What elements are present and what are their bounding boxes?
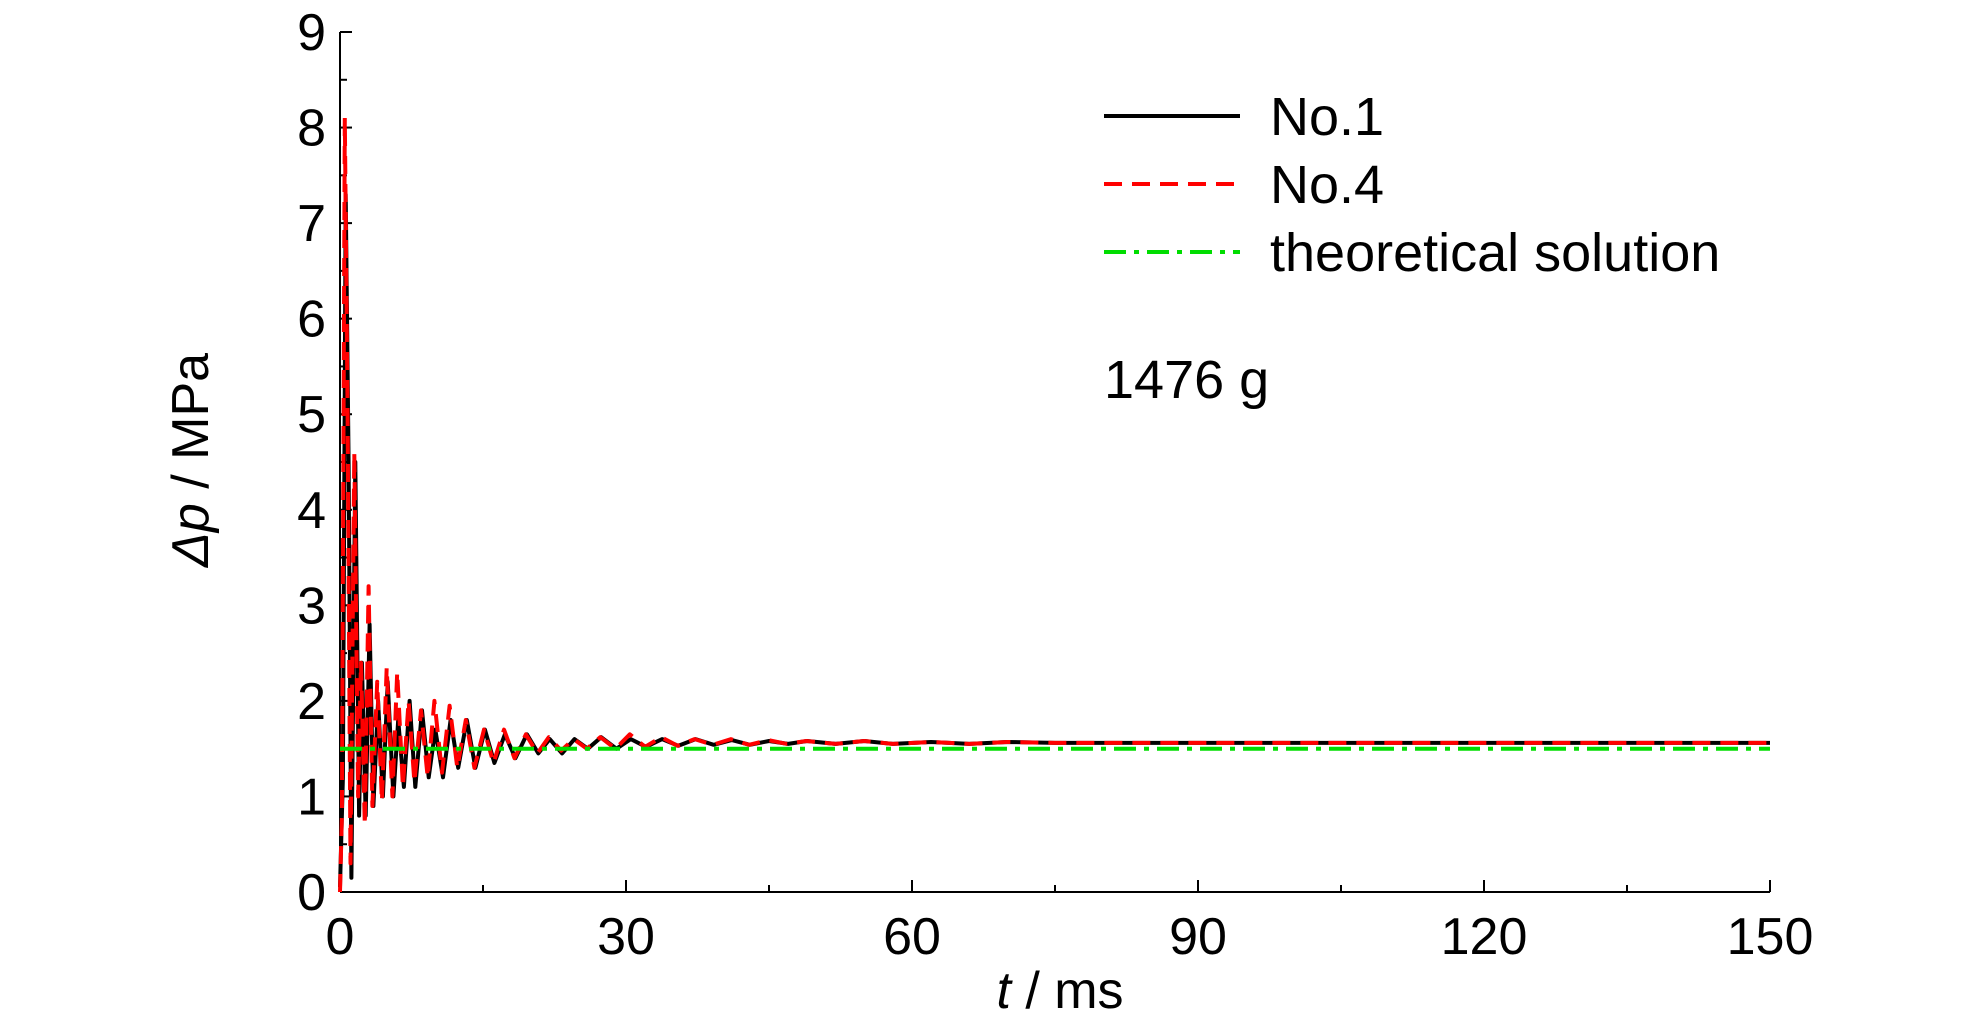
annotation-mass: 1476 g (1104, 350, 1269, 410)
y-axis-title: Δp / MPa (162, 353, 220, 569)
x-axis-title-unit: / ms (1011, 962, 1124, 1016)
x-tick-label: 0 (326, 908, 355, 966)
legend-label-2: No.4 (1270, 155, 1384, 215)
y-tick-label: 8 (297, 100, 326, 158)
x-axis-title: t / ms (996, 962, 1123, 1016)
x-tick-label: 120 (1441, 908, 1528, 966)
x-tick-label: 30 (597, 908, 655, 966)
y-tick-label: 7 (297, 195, 326, 253)
y-tick-label: 9 (297, 4, 326, 62)
y-tick-label: 0 (297, 864, 326, 922)
series-group (338, 116, 1770, 893)
y-axis-title-unit: / MPa (162, 353, 220, 503)
plot-area: 0 1 2 3 4 5 6 7 8 9 0 30 60 90 120 150 (297, 4, 1813, 966)
y-axis-title-var: Δp (162, 503, 220, 569)
y-tick-label: 2 (297, 673, 326, 731)
x-tick-label: 150 (1727, 908, 1814, 966)
series-line-1 (338, 192, 1770, 888)
y-tick-label: 5 (297, 386, 326, 444)
y-tick-label: 1 (297, 768, 326, 826)
y-tick-label: 3 (297, 577, 326, 635)
x-ticks: 0 30 60 90 120 150 (326, 880, 1814, 966)
series-line-2 (338, 116, 1770, 893)
x-tick-label: 90 (1169, 908, 1227, 966)
legend: No.1 No.4 theoretical solution (1104, 87, 1720, 283)
legend-label-3: theoretical solution (1270, 223, 1720, 283)
x-axis-title-var: t (996, 962, 1013, 1016)
y-tick-label: 6 (297, 291, 326, 349)
legend-label-1: No.1 (1270, 87, 1384, 147)
x-tick-label: 60 (883, 908, 941, 966)
y-tick-label: 4 (297, 482, 326, 540)
